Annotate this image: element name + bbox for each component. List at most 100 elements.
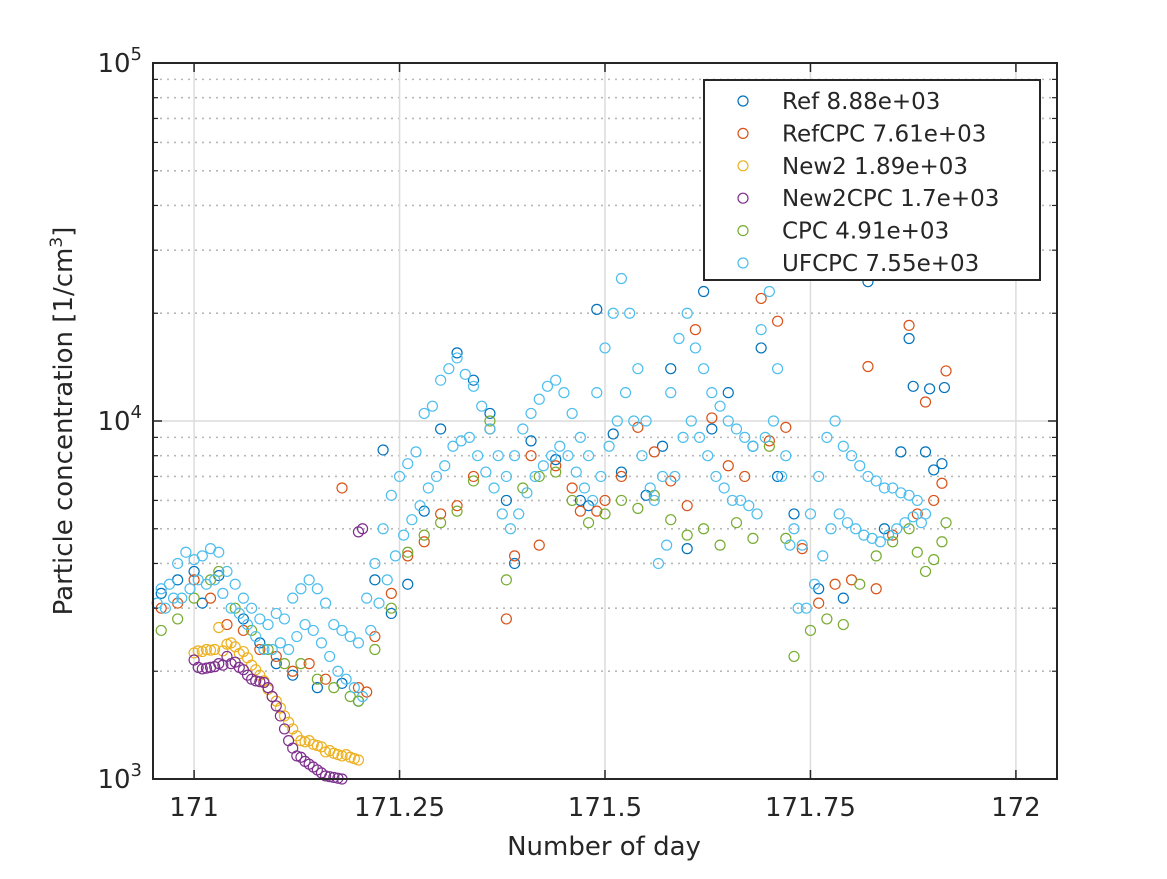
data-point [422, 482, 434, 494]
data-point [221, 618, 233, 631]
data-point [919, 508, 932, 520]
data-point [726, 494, 738, 507]
data-point [734, 494, 747, 507]
legend-marker [737, 95, 749, 107]
data-point [763, 435, 775, 447]
data-point [821, 613, 833, 625]
data-point [804, 624, 817, 637]
data-point [369, 643, 381, 656]
legend-label: New2 1.89e+03 [782, 154, 968, 180]
data-point [241, 618, 254, 631]
data-point [730, 517, 743, 529]
data-point [315, 637, 328, 649]
data-point [213, 621, 225, 634]
data-point [303, 735, 315, 747]
data-point [615, 494, 628, 507]
data-point [903, 489, 915, 501]
data-point [854, 578, 866, 590]
legend-item: UFCPC 7.55e+03 [737, 251, 979, 277]
data-point [385, 602, 397, 614]
data-point [373, 597, 385, 609]
data-point [677, 431, 689, 443]
data-point [311, 682, 323, 694]
data-point [274, 710, 286, 722]
data-point [435, 508, 447, 520]
y-tick-label: 103 [97, 760, 142, 795]
data-point [204, 592, 217, 604]
data-point [747, 532, 759, 544]
data-point [829, 578, 841, 590]
data-point [771, 470, 784, 483]
data-point [500, 574, 512, 586]
data-point [607, 307, 619, 319]
data-point [554, 440, 566, 452]
data-point [496, 508, 508, 520]
data-point [648, 446, 660, 458]
data-point [566, 407, 578, 420]
legend-item: New2 1.89e+03 [737, 154, 968, 180]
data-point [706, 387, 718, 399]
data-point [919, 446, 932, 458]
y-axis-label: Particle concentration [1/cm3] [47, 227, 79, 616]
data-point [254, 613, 266, 625]
data-point [755, 292, 767, 305]
data-point [303, 574, 315, 586]
data-point [295, 658, 307, 670]
data-point [188, 592, 200, 604]
data-point [237, 645, 249, 658]
data-point [492, 450, 504, 462]
data-point [911, 494, 923, 507]
data-point [767, 415, 780, 427]
data-point [155, 587, 167, 599]
data-point [870, 475, 882, 487]
data-point [459, 368, 471, 380]
data-point [878, 523, 891, 535]
data-point [467, 380, 480, 392]
data-point [652, 557, 665, 570]
data-point [562, 450, 574, 462]
data-point [196, 550, 208, 562]
data-point [451, 347, 463, 359]
data-point [225, 637, 237, 649]
data-point [451, 505, 463, 517]
data-point [702, 450, 714, 462]
data-point [488, 482, 500, 494]
data-point [221, 565, 233, 578]
data-point [698, 523, 710, 535]
data-point [340, 673, 352, 685]
data-point [480, 466, 492, 478]
data-point [550, 466, 562, 478]
data-point [435, 517, 447, 529]
data-point [451, 352, 463, 364]
data-point [529, 470, 541, 483]
data-point [689, 342, 702, 354]
data-point [615, 466, 628, 478]
x-tick-label: 171.75 [765, 793, 856, 823]
data-point [780, 421, 792, 433]
legend-item: New2CPC 1.7e+03 [737, 186, 999, 212]
data-point [632, 421, 644, 433]
data-point [710, 470, 722, 483]
data-point [537, 460, 549, 472]
axes: 171 171.25 171.5 171.75 172 103 104 105 [97, 44, 1058, 823]
series-4 [155, 415, 952, 707]
data-point [813, 470, 825, 483]
data-point [204, 644, 217, 656]
data-point [907, 511, 919, 523]
data-point [788, 523, 800, 535]
data-point [776, 470, 788, 483]
data-point [804, 508, 817, 520]
data-point [435, 374, 447, 386]
data-point [821, 431, 833, 443]
data-point [656, 470, 669, 483]
data-point [484, 415, 496, 427]
data-point [739, 431, 751, 443]
data-point [435, 423, 447, 435]
data-point [936, 477, 948, 489]
data-point [665, 514, 677, 526]
data-point [270, 700, 282, 712]
legend-label: RefCPC 7.61e+03 [782, 121, 986, 147]
data-point [406, 514, 418, 526]
data-point [430, 470, 443, 483]
data-point [439, 460, 451, 472]
